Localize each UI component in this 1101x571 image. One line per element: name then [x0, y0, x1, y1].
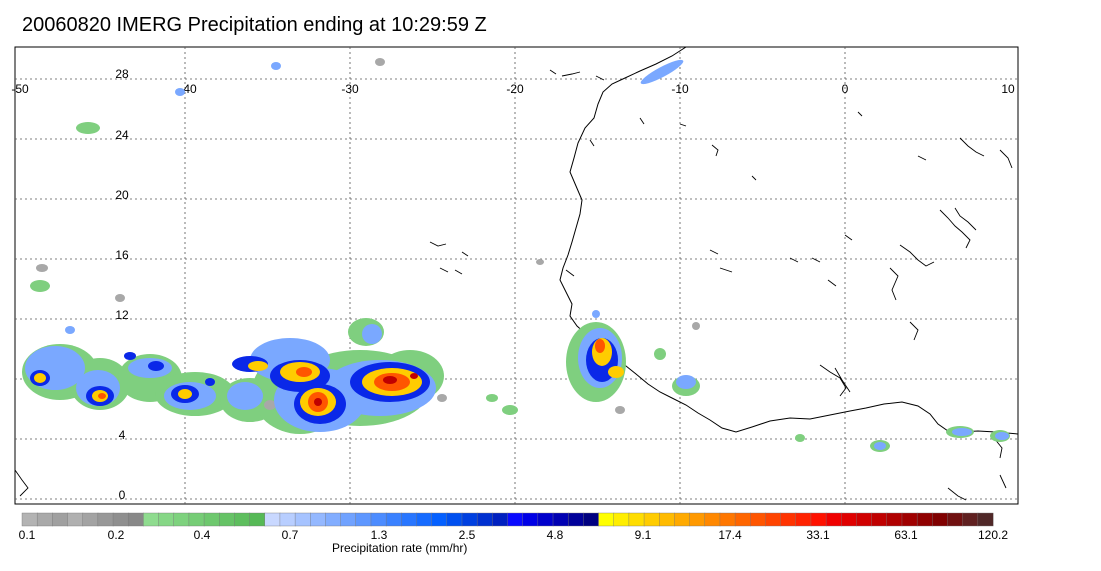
colorbar-swatch: [52, 512, 69, 527]
lat-label: 20: [115, 188, 129, 202]
colorbar-swatch: [628, 512, 645, 527]
colorbar-swatch: [613, 512, 630, 527]
colorbar-swatch: [112, 512, 129, 527]
colorbar-swatch: [659, 512, 675, 527]
colorbar-swatch: [916, 512, 933, 527]
colorbar-swatch: [82, 512, 99, 527]
precipitation-field: [22, 58, 1010, 452]
colorbar-swatch: [901, 512, 918, 527]
colorbar-tick-label: 0.2: [107, 528, 125, 542]
lon-label: -50: [11, 82, 29, 96]
colorbar-swatch: [21, 512, 38, 527]
colorbar-tick-label: 4.8: [546, 528, 564, 542]
colorbar-swatch: [856, 512, 873, 527]
colorbar-swatch: [385, 512, 402, 527]
colorbar-swatch: [401, 512, 417, 527]
colorbar-tick-label: 0.7: [281, 528, 299, 542]
colorbar-swatch: [461, 512, 478, 527]
colorbar-tick-label: 9.1: [634, 528, 652, 542]
colorbar-swatch: [203, 512, 220, 527]
colorbar-tick-label: 63.1: [894, 528, 918, 542]
interior-features: [429, 69, 1013, 501]
colorbar-swatch: [370, 512, 387, 527]
map-frame: [14, 46, 1019, 505]
map-title: 20060820 IMERG Precipitation ending at 1…: [22, 14, 487, 36]
lat-label: 0: [119, 488, 126, 502]
colorbar-tick-label: 0.1: [18, 528, 36, 542]
colorbar-swatch: [825, 512, 842, 527]
colorbar-swatch: [173, 512, 190, 527]
colorbar-swatch: [567, 512, 584, 527]
colorbar-swatch: [552, 512, 569, 527]
colorbar-swatch: [932, 512, 948, 527]
colorbar-swatch: [446, 512, 463, 527]
lat-label: 4: [119, 428, 126, 442]
colorbar-tick-label: 2.5: [458, 528, 476, 542]
colorbar-swatch: [219, 512, 235, 527]
colorbar-swatch: [431, 512, 448, 527]
colorbar-swatch: [127, 512, 144, 527]
colorbar-swatch: [583, 512, 600, 527]
colorbar-swatch: [962, 512, 979, 527]
colorbar-swatch: [36, 512, 53, 527]
colorbar-swatch: [67, 512, 84, 527]
colorbar-swatch: [689, 512, 706, 527]
coast-left-edge: [15, 469, 29, 497]
colorbar-swatch: [279, 512, 296, 527]
colorbar-tick-label: 0.4: [193, 528, 211, 542]
lon-label: -10: [671, 82, 689, 96]
colorbar-swatch: [355, 512, 372, 527]
colorbar-swatch: [795, 512, 812, 527]
colorbar-swatch: [507, 512, 524, 527]
colorbar-swatch: [810, 512, 827, 527]
colorbar-swatch: [234, 512, 251, 527]
colorbar-swatch: [537, 512, 554, 527]
colorbar-swatch: [674, 512, 691, 527]
colorbar-swatch: [188, 512, 205, 527]
colorbar-swatch: [416, 512, 433, 527]
colorbar-swatch: [340, 512, 357, 527]
lat-label: 12: [115, 308, 129, 322]
colorbar-title: Precipitation rate (mm/hr): [332, 541, 468, 555]
colorbar-swatch: [598, 512, 615, 527]
colorbar-swatch: [643, 512, 660, 527]
colorbar-swatch: [841, 512, 857, 527]
colorbar-tick-label: 1.3: [370, 528, 388, 542]
colorbar-tick-label: 120.2: [977, 528, 1009, 542]
colorbar-swatch: [294, 512, 311, 527]
colorbar-tick-label: 33.1: [806, 528, 830, 542]
colorbar-swatch: [947, 512, 964, 527]
colorbar-swatch: [264, 512, 281, 527]
colorbar-swatch: [476, 512, 493, 527]
graticule: [15, 47, 1018, 504]
colorbar-swatch: [249, 512, 266, 527]
lat-label: 24: [115, 128, 129, 142]
lat-label: 28: [115, 67, 129, 81]
colorbar-swatch: [522, 512, 539, 527]
colorbar-swatch: [886, 512, 903, 527]
colorbar-swatch: [977, 512, 994, 527]
lat-label: 16: [115, 248, 129, 262]
lon-label: 10: [1001, 82, 1015, 96]
colorbar-tick-label: 17.4: [718, 528, 742, 542]
colorbar: [21, 512, 994, 527]
colorbar-swatch: [492, 512, 508, 527]
colorbar-swatch: [143, 512, 160, 527]
colorbar-swatch: [310, 512, 326, 527]
colorbar-swatch: [719, 512, 736, 527]
colorbar-swatch: [325, 512, 342, 527]
lon-label: -20: [506, 82, 524, 96]
colorbar-swatch: [750, 512, 766, 527]
colorbar-swatch: [780, 512, 797, 527]
colorbar-swatch: [765, 512, 782, 527]
lon-label: -30: [341, 82, 359, 96]
colorbar-swatch: [871, 512, 888, 527]
colorbar-swatch: [734, 512, 751, 527]
colorbar-swatch: [704, 512, 721, 527]
lon-label: 0: [842, 82, 849, 96]
colorbar-swatch: [158, 512, 175, 527]
colorbar-swatch: [97, 512, 114, 527]
